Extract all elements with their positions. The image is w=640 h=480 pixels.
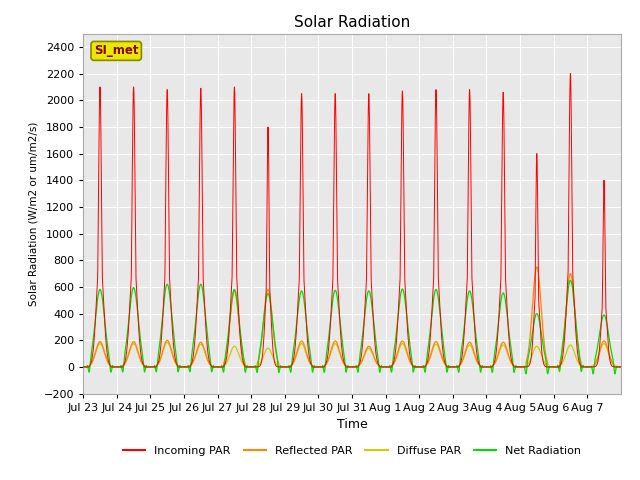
Legend: Incoming PAR, Reflected PAR, Diffuse PAR, Net Radiation: Incoming PAR, Reflected PAR, Diffuse PAR… bbox=[118, 441, 586, 460]
Y-axis label: Solar Radiation (W/m2 or um/m2/s): Solar Radiation (W/m2 or um/m2/s) bbox=[28, 121, 38, 306]
X-axis label: Time: Time bbox=[337, 418, 367, 431]
Title: Solar Radiation: Solar Radiation bbox=[294, 15, 410, 30]
Text: SI_met: SI_met bbox=[94, 44, 138, 58]
